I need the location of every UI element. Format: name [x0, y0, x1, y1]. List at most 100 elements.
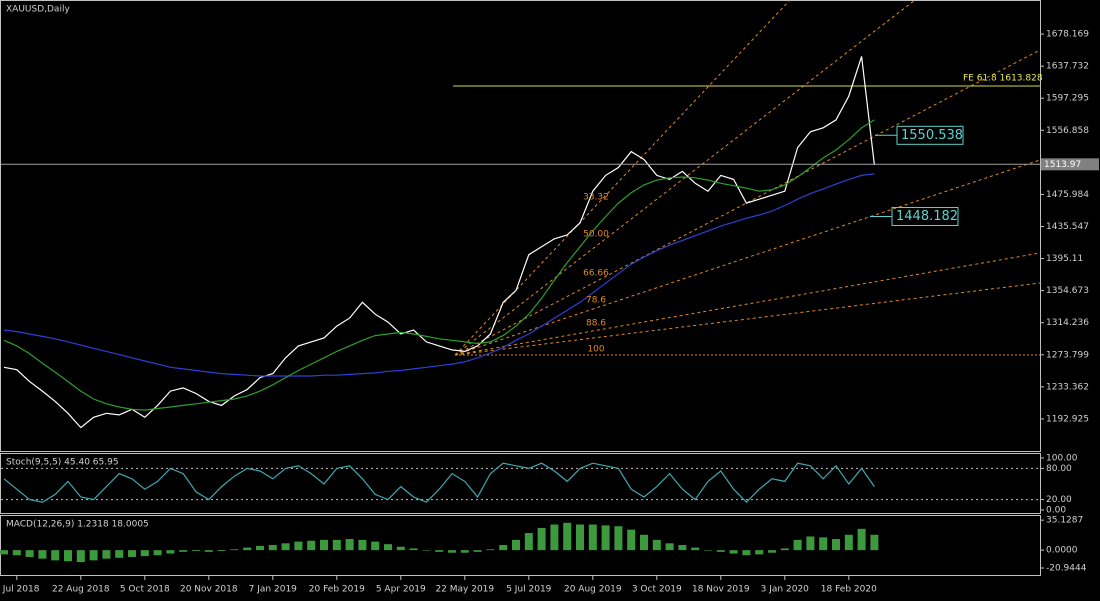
- macd-bar: [780, 548, 789, 551]
- x-tick-label: 20 Feb 2019: [309, 585, 365, 595]
- macd-bar: [268, 545, 277, 551]
- macd-bar: [384, 544, 392, 551]
- macd-bar: [76, 550, 85, 563]
- macd-bar: [806, 536, 815, 551]
- macd-bar: [294, 541, 303, 551]
- y-tick-label: 20.00: [1046, 495, 1072, 505]
- macd-bar: [768, 550, 776, 553]
- macd-bar: [243, 547, 252, 551]
- x-tick-label: 22 Aug 2018: [52, 585, 110, 595]
- macd-bar: [12, 550, 21, 556]
- macd-bar: [217, 550, 226, 551]
- macd-bar: [25, 550, 34, 557]
- macd-bar: [524, 533, 533, 551]
- macd-bar: [345, 539, 354, 551]
- macd-bar: [588, 524, 597, 551]
- fib-label: 33.32: [583, 193, 609, 203]
- macd-bar: [704, 550, 712, 551]
- fib-label: 78.6: [586, 296, 606, 306]
- macd-bar: [307, 540, 316, 551]
- fan-line: [454, 49, 1041, 356]
- y-tick-label: 1192.925: [1046, 414, 1089, 424]
- y-tick-label: 35.1287: [1046, 516, 1083, 526]
- fan-line: [454, 159, 1041, 356]
- y-tick-label: 1556.858: [1046, 126, 1089, 136]
- macd-bar: [832, 539, 840, 551]
- y-tick-label: 1597.295: [1046, 94, 1089, 104]
- y-tick-label: 1395.11: [1046, 254, 1083, 264]
- series-line: [3, 173, 875, 377]
- macd-bar: [422, 550, 431, 551]
- fib-label: 66.66: [583, 269, 609, 279]
- macd-bar: [678, 545, 687, 551]
- series-line: [3, 119, 875, 411]
- macd-bar: [550, 524, 559, 551]
- y-tick-label: 1475.984: [1046, 190, 1089, 200]
- x-tick-label: 18 Nov 2019: [692, 585, 750, 595]
- macd-bar: [652, 539, 661, 551]
- y-tick-label: 80.00: [1046, 464, 1072, 474]
- fib-label: 100: [587, 345, 604, 355]
- macd-bar: [320, 539, 328, 551]
- x-tick-label: 5 Oct 2018: [120, 585, 170, 595]
- y-tick-label: 1435.547: [1046, 222, 1089, 232]
- macd-bar: [140, 550, 149, 557]
- y-tick-label: 1314.236: [1046, 318, 1089, 328]
- x-tick-label: 22 May 2019: [435, 585, 494, 595]
- macd-bar: [563, 522, 572, 551]
- x-tick-label: 3 Oct 2019: [632, 585, 682, 595]
- macd-bar: [691, 547, 700, 551]
- macd-bar: [844, 534, 853, 551]
- x-tick-label: 5 Apr 2019: [376, 585, 426, 595]
- macd-bar: [576, 524, 584, 551]
- x-tick-label: 20 Nov 2018: [180, 585, 238, 595]
- y-tick-label: 1354.673: [1046, 286, 1089, 296]
- series-line: [3, 462, 875, 504]
- macd-bar: [499, 545, 508, 551]
- macd-bar: [102, 550, 111, 559]
- macd-bar: [179, 550, 188, 552]
- y-tick-label: -20.9444: [1046, 564, 1087, 574]
- macd-bar: [448, 550, 456, 553]
- price-label-box: [896, 125, 964, 145]
- fe-label: FE 61.8 1613.828: [963, 74, 1043, 84]
- x-tick-label: 3 Jan 2020: [761, 585, 809, 595]
- y-tick-label: 100.00: [1046, 454, 1078, 464]
- x-tick-label: 20 Aug 2019: [564, 585, 622, 595]
- y-tick-label: 0.00: [1046, 505, 1066, 515]
- fan-line: [454, 252, 1041, 356]
- macd-bar: [793, 539, 802, 551]
- y-tick-label: 0.0000: [1046, 546, 1078, 556]
- macd-bar: [742, 550, 751, 556]
- macd-bar: [128, 550, 136, 557]
- macd-bar: [192, 550, 200, 551]
- x-tick-label: 5 Jul 2019: [506, 585, 551, 595]
- fib-label: 88.6: [586, 319, 606, 329]
- series-line: [3, 56, 875, 429]
- y-tick-label: 1678.169: [1046, 30, 1089, 40]
- macd-bar: [38, 550, 47, 559]
- y-tick-label: 1637.732: [1046, 62, 1089, 72]
- macd-bar: [281, 543, 290, 551]
- chart-title: XAUUSD,Daily: [6, 5, 70, 15]
- macd-bar: [0, 550, 8, 555]
- macd-bar: [716, 550, 725, 552]
- macd-bar: [537, 527, 546, 551]
- macd-bar: [64, 550, 72, 562]
- macd-bar: [460, 550, 469, 553]
- macd-bar: [614, 526, 623, 551]
- x-tick-label: 7 Jan 2019: [249, 585, 297, 595]
- macd-bar: [435, 550, 444, 552]
- macd-title: MACD(12,26,9) 1.2318 18.0005: [6, 520, 149, 530]
- macd-bar: [729, 550, 738, 554]
- stoch-title: Stoch(9,5,5) 45.40 65.95: [6, 458, 119, 468]
- current-price-box: [1041, 158, 1099, 171]
- fan-line: [454, 282, 1041, 356]
- macd-bar: [332, 539, 341, 551]
- macd-bar: [166, 550, 175, 554]
- macd-bar: [473, 550, 482, 552]
- x-tick-label: 18 Feb 2020: [821, 585, 877, 595]
- price-label: 1448.182: [896, 209, 958, 224]
- macd-bar: [153, 550, 162, 556]
